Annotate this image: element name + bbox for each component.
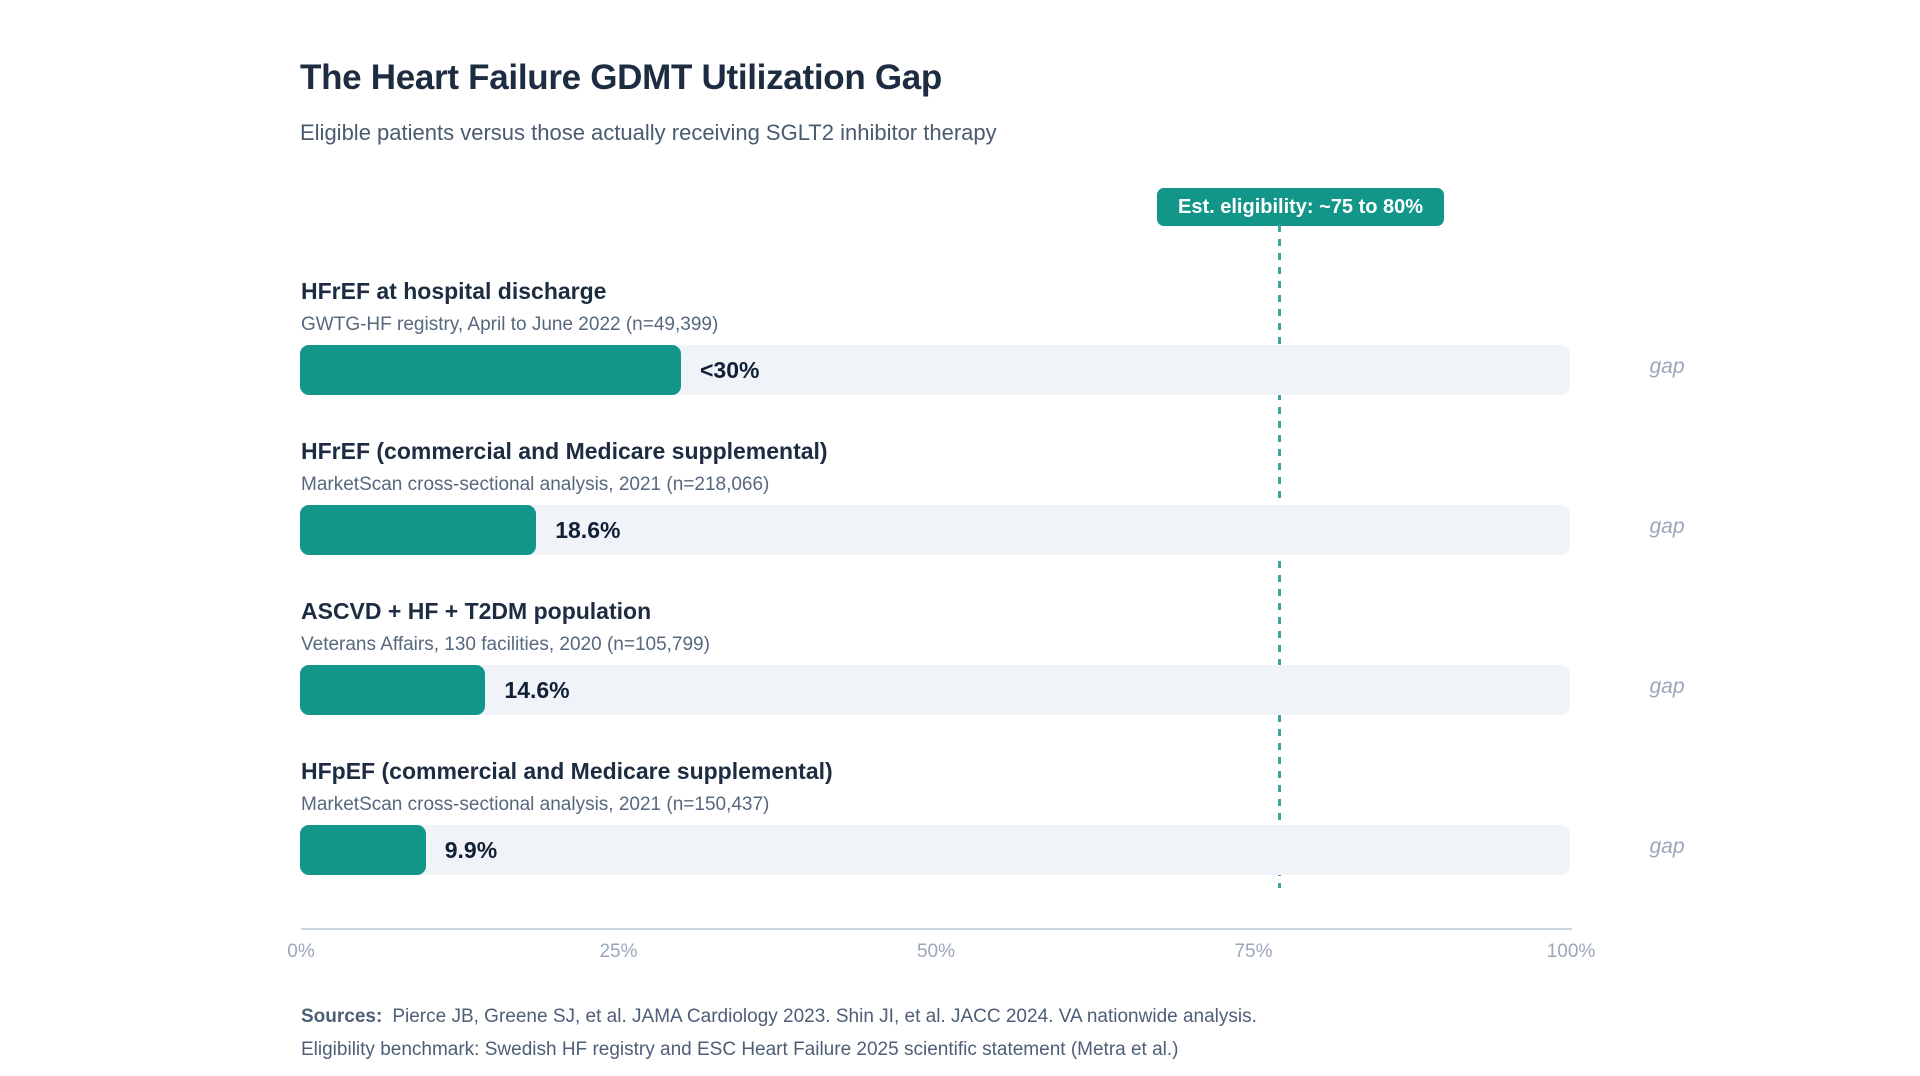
bar-row: HFrEF at hospital discharge GWTG-HF regi… [300, 278, 1730, 438]
bar-row-label: ASCVD + HF + T2DM population [301, 598, 652, 624]
bar-row-source: Veterans Affairs, 130 facilities, 2020 (… [301, 634, 710, 655]
bar-row-label: HFrEF (commercial and Medicare supplemen… [301, 438, 828, 464]
x-axis-tick: 100% [1546, 941, 1596, 962]
bar-fill [300, 825, 426, 875]
x-axis-tick: 50% [916, 941, 956, 962]
gap-label: gap [1649, 515, 1685, 538]
sources-text: Pierce JB, Greene SJ, et al. JAMA Cardio… [392, 1006, 1257, 1027]
bar-value-label: 9.9% [444, 837, 498, 863]
bar-value-label: 18.6% [555, 517, 621, 543]
bar-track: 18.6% [300, 505, 1570, 555]
gap-label: gap [1649, 675, 1685, 698]
x-axis-tick: 75% [1234, 941, 1273, 962]
page-title: The Heart Failure GDMT Utilization Gap [300, 58, 942, 97]
bar-fill [300, 665, 486, 715]
bar-row: HFrEF (commercial and Medicare supplemen… [300, 438, 1730, 598]
page-subtitle: Eligible patients versus those actually … [300, 120, 997, 145]
x-axis-tick: 0% [287, 941, 315, 962]
chart-footer: Sources: Pierce JB, Greene SJ, et al. JAM… [301, 1000, 1401, 1066]
sources-line: Sources: Pierce JB, Greene SJ, et al. JAM… [301, 1000, 1401, 1033]
sources-label: Sources: [301, 1006, 383, 1027]
bar-track: 14.6% [300, 665, 1570, 715]
bar-row-source: MarketScan cross-sectional analysis, 202… [301, 474, 770, 495]
x-axis-tick: 25% [599, 941, 638, 962]
bar-row-source: GWTG-HF registry, April to June 2022 (n=… [301, 314, 719, 335]
benchmark-note: Eligibility benchmark: Swedish HF regist… [301, 1039, 1179, 1060]
bar-fill [300, 345, 681, 395]
x-axis-line [301, 928, 1572, 930]
bar-track: 9.9% [300, 825, 1570, 875]
bar-chart: Est. eligibility: ~75 to 80% HFrEF at ho… [287, 188, 1730, 1076]
bar-value-label: <30% [700, 357, 760, 383]
eligibility-benchmark-badge: Est. eligibility: ~75 to 80% [1157, 188, 1445, 226]
bar-fill [300, 505, 537, 555]
benchmark-dashed-line [1278, 225, 1281, 888]
bar-row: ASCVD + HF + T2DM population Veterans Af… [300, 598, 1730, 758]
bar-row-label: HFrEF at hospital discharge [301, 278, 607, 304]
gap-label: gap [1649, 835, 1685, 858]
gap-label: gap [1649, 355, 1685, 378]
bar-row-label: HFpEF (commercial and Medicare supplemen… [301, 758, 833, 784]
chart-content: The Heart Failure GDMT Utilization Gap E… [287, 58, 1730, 1060]
bar-row: HFpEF (commercial and Medicare supplemen… [300, 758, 1730, 918]
bar-track: <30% [300, 345, 1570, 395]
bar-value-label: 14.6% [504, 677, 570, 703]
bar-row-source: MarketScan cross-sectional analysis, 202… [301, 794, 770, 815]
